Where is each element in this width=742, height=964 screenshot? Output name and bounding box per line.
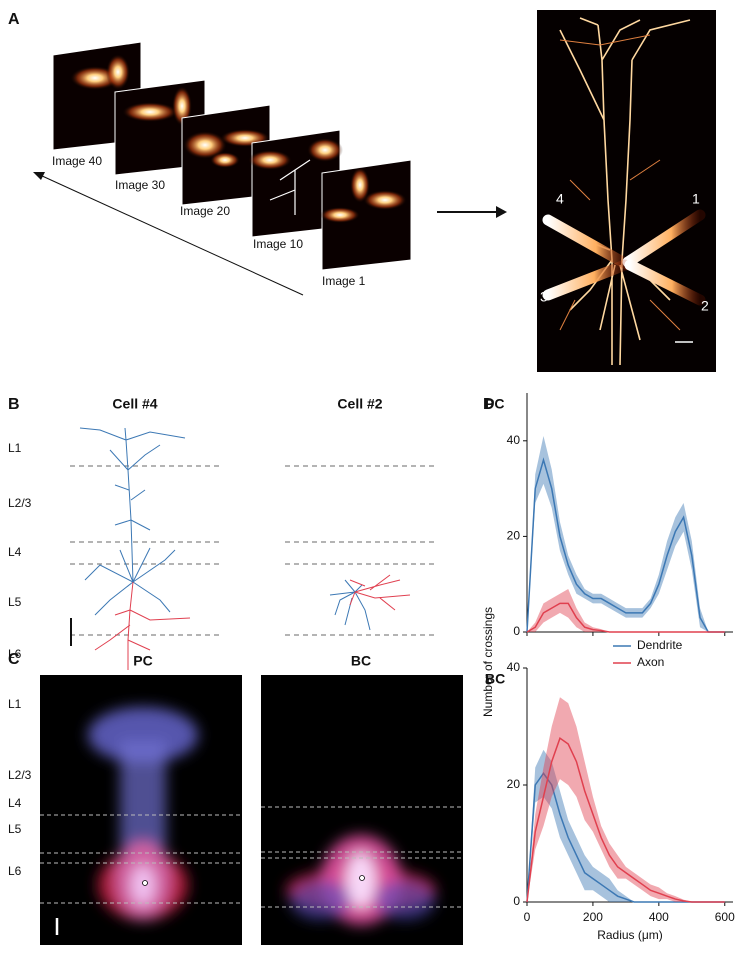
x-tick-label: 200 xyxy=(583,910,603,924)
x-tick-label: 0 xyxy=(524,910,531,924)
panel-label: C xyxy=(8,651,20,668)
legend-label: Axon xyxy=(637,655,664,669)
y-tick-label: 0 xyxy=(513,624,520,638)
decoration xyxy=(542,259,631,301)
legend-label: Dendrite xyxy=(637,638,683,652)
y-tick-label: 20 xyxy=(507,777,521,791)
cell-title: Cell #4 xyxy=(112,396,157,412)
layer-label: L2/3 xyxy=(8,768,32,782)
decoration xyxy=(363,190,407,210)
x-axis-label: Radius (μm) xyxy=(597,928,663,942)
image-label: Image 20 xyxy=(180,204,230,218)
decoration xyxy=(624,259,706,306)
decoration xyxy=(39,174,304,296)
decoration xyxy=(559,34,681,331)
layer-label: L1 xyxy=(8,441,22,455)
decoration xyxy=(183,131,227,159)
decoration xyxy=(496,206,507,218)
layer-label: L6 xyxy=(8,864,22,878)
decoration xyxy=(94,581,191,670)
layer-label: L1 xyxy=(8,697,22,711)
decoration xyxy=(350,167,370,203)
decoration xyxy=(106,54,130,90)
pipette-label: 3 xyxy=(540,289,548,305)
error-band xyxy=(527,588,725,632)
image-label: Image 10 xyxy=(253,237,303,251)
chart-title: BC xyxy=(485,671,505,687)
decoration xyxy=(33,172,45,180)
x-tick-label: 400 xyxy=(649,910,669,924)
error-band xyxy=(527,697,725,902)
decoration xyxy=(542,214,634,271)
pipette-label: 1 xyxy=(692,191,700,207)
map-title: PC xyxy=(133,653,152,669)
cell-title: Cell #2 xyxy=(337,396,382,412)
neuron-tracing xyxy=(79,427,411,670)
layer-label: L6 xyxy=(8,647,22,661)
panel-label: A xyxy=(8,11,20,28)
panel-label: D xyxy=(483,396,495,413)
layer-label: L5 xyxy=(8,595,22,609)
decoration xyxy=(321,159,412,271)
decoration xyxy=(210,152,240,168)
image-label: Image 1 xyxy=(322,274,366,288)
pipette-label: 2 xyxy=(701,298,709,314)
y-tick-label: 20 xyxy=(507,529,521,543)
pipette-label: 4 xyxy=(556,191,564,207)
decoration xyxy=(375,880,435,920)
decoration xyxy=(120,740,166,850)
y-tick-label: 40 xyxy=(507,433,521,447)
decoration xyxy=(122,102,178,122)
decoration xyxy=(269,159,311,215)
layer-label: L2/3 xyxy=(8,496,32,510)
projection-image xyxy=(537,10,716,372)
arrows xyxy=(33,172,507,296)
series-line xyxy=(526,457,725,633)
decoration xyxy=(320,159,412,271)
density-maps xyxy=(40,675,463,945)
image-label: Image 40 xyxy=(52,154,102,168)
decoration xyxy=(290,880,350,920)
y-axis-label: Number of crossings xyxy=(481,607,495,717)
error-band xyxy=(527,749,725,902)
chart-title: PC xyxy=(485,396,504,412)
x-tick-label: 600 xyxy=(715,910,735,924)
decoration xyxy=(622,209,706,268)
image-stack xyxy=(52,41,412,271)
decoration xyxy=(88,707,198,763)
decoration xyxy=(320,207,360,223)
series-line xyxy=(526,602,725,633)
decoration xyxy=(172,86,192,126)
decoration xyxy=(349,574,411,611)
decoration xyxy=(248,129,343,238)
image-label: Image 30 xyxy=(115,178,165,192)
layer-label: L5 xyxy=(8,822,22,836)
map-title: BC xyxy=(351,653,371,669)
decoration xyxy=(181,104,271,206)
layer-boundaries xyxy=(70,465,435,646)
decoration xyxy=(79,427,186,616)
y-tick-label: 0 xyxy=(513,894,520,908)
decoration xyxy=(307,138,343,162)
decoration xyxy=(329,579,371,631)
series-line xyxy=(526,737,725,903)
layer-label: L4 xyxy=(8,545,22,559)
decoration xyxy=(248,150,292,170)
layer-label: L4 xyxy=(8,796,22,810)
y-tick-label: 40 xyxy=(507,660,521,674)
decoration xyxy=(359,875,365,881)
decoration xyxy=(142,880,148,886)
panel-label: B xyxy=(8,396,20,413)
